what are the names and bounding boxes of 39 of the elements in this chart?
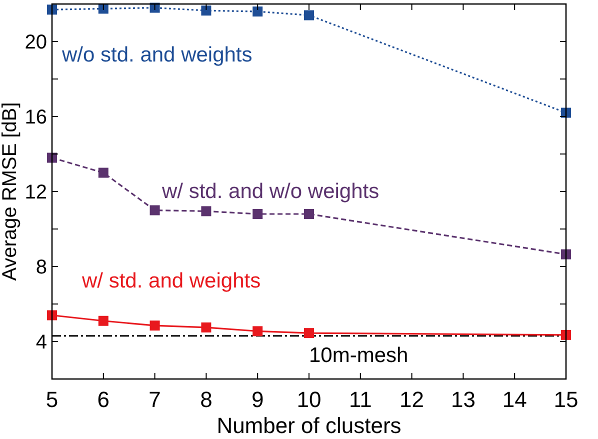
x-tick-label: 5 [46, 387, 58, 412]
x-tick-label: 10 [296, 387, 322, 412]
point [98, 316, 108, 326]
ref-line-label: 10m-mesh [309, 344, 408, 367]
point [304, 209, 314, 219]
point [201, 322, 212, 332]
point [98, 168, 108, 178]
y-tick-label: 20 [24, 32, 47, 54]
x-tick-label: 7 [148, 387, 161, 412]
point [252, 326, 263, 336]
point [150, 205, 160, 216]
point [561, 330, 571, 340]
y-axis-title: Average RMSE [dB] [0, 102, 21, 281]
point [252, 6, 263, 16]
point [47, 310, 57, 320]
point [304, 10, 314, 20]
point [201, 6, 212, 16]
series-label: w/o std. and weights [61, 44, 252, 67]
y-tick-label: 12 [24, 182, 47, 204]
point [252, 209, 263, 219]
y-tick-label: 16 [24, 106, 47, 128]
x-tick-label: 11 [348, 387, 372, 412]
point [150, 320, 160, 331]
x-tick-label: 12 [400, 387, 424, 412]
point [201, 206, 212, 216]
series-label: w/ std. and weights [81, 269, 261, 292]
point [561, 249, 571, 260]
x-tick-label: 14 [502, 387, 527, 412]
series-label: w/ std. and w/o weights [161, 180, 380, 203]
x-tick-label: 15 [554, 387, 578, 412]
point [47, 4, 57, 15]
x-axis-title: Number of clusters [216, 413, 402, 438]
x-tick-label: 8 [200, 387, 212, 412]
point [304, 328, 314, 338]
y-tick-label: 8 [36, 256, 47, 278]
y-tick-label: 4 [36, 332, 47, 354]
x-tick-label: 9 [251, 387, 264, 412]
x-tick-label: 13 [450, 387, 476, 412]
x-tick-label: 6 [97, 387, 110, 412]
